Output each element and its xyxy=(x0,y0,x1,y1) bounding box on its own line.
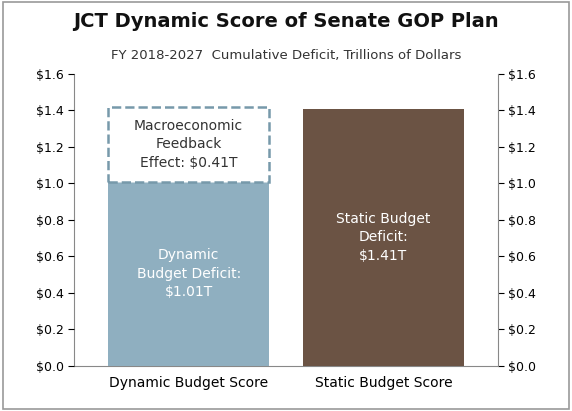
Text: Macroeconomic
Feedback
Effect: $0.41T: Macroeconomic Feedback Effect: $0.41T xyxy=(134,119,243,170)
Text: Static Budget
Deficit:
$1.41T: Static Budget Deficit: $1.41T xyxy=(336,212,431,263)
Bar xyxy=(108,182,269,366)
Bar xyxy=(303,109,464,366)
Text: JCT Dynamic Score of Senate GOP Plan: JCT Dynamic Score of Senate GOP Plan xyxy=(73,12,499,31)
Bar xyxy=(108,107,269,182)
Text: FY 2018-2027  Cumulative Deficit, Trillions of Dollars: FY 2018-2027 Cumulative Deficit, Trillio… xyxy=(111,49,461,62)
Text: Dynamic
Budget Deficit:
$1.01T: Dynamic Budget Deficit: $1.01T xyxy=(137,248,241,299)
